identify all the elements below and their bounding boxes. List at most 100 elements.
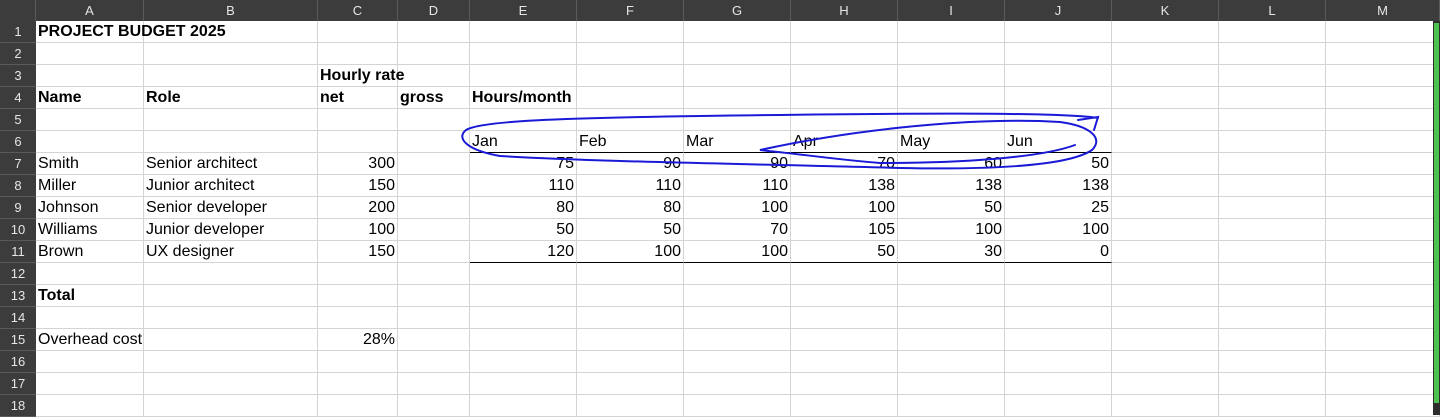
cell-k2[interactable]	[1112, 43, 1219, 65]
cell-h14[interactable]	[791, 307, 898, 329]
cell-e5[interactable]	[470, 109, 577, 131]
cell-e7[interactable]: 75	[470, 153, 577, 175]
cell-f8[interactable]: 110	[577, 175, 684, 197]
cell-j15[interactable]	[1005, 329, 1112, 351]
cell-b3[interactable]	[144, 65, 318, 87]
cell-a10[interactable]: Williams	[36, 219, 144, 241]
cell-m11[interactable]	[1326, 241, 1440, 263]
cell-c15[interactable]: 28%	[318, 329, 398, 351]
column-header-k[interactable]: K	[1112, 0, 1219, 21]
cell-c7[interactable]: 300	[318, 153, 398, 175]
cell-c17[interactable]	[318, 373, 398, 395]
cell-m18[interactable]	[1326, 395, 1440, 417]
column-header-i[interactable]: I	[898, 0, 1005, 21]
cell-l3[interactable]	[1219, 65, 1326, 87]
cell-a7[interactable]: Smith	[36, 153, 144, 175]
cell-g14[interactable]	[684, 307, 791, 329]
cell-h16[interactable]	[791, 351, 898, 373]
cell-a15[interactable]: Overhead cost	[36, 329, 144, 351]
cell-d17[interactable]	[398, 373, 470, 395]
cell-b11[interactable]: UX designer	[144, 241, 318, 263]
row-header-11[interactable]: 11	[0, 241, 36, 263]
column-header-e[interactable]: E	[470, 0, 577, 21]
cell-k17[interactable]	[1112, 373, 1219, 395]
cell-i1[interactable]	[898, 21, 1005, 43]
row-header-15[interactable]: 15	[0, 329, 36, 351]
cell-l16[interactable]	[1219, 351, 1326, 373]
cell-f2[interactable]	[577, 43, 684, 65]
cell-l12[interactable]	[1219, 263, 1326, 285]
cell-d13[interactable]	[398, 285, 470, 307]
cell-d3[interactable]	[398, 65, 470, 87]
cell-h8[interactable]: 138	[791, 175, 898, 197]
cell-i12[interactable]	[898, 263, 1005, 285]
cell-g18[interactable]	[684, 395, 791, 417]
cell-b8[interactable]: Junior architect	[144, 175, 318, 197]
cell-i4[interactable]	[898, 87, 1005, 109]
cell-d5[interactable]	[398, 109, 470, 131]
cell-m1[interactable]	[1326, 21, 1440, 43]
cell-c14[interactable]	[318, 307, 398, 329]
cell-f14[interactable]	[577, 307, 684, 329]
cell-j14[interactable]	[1005, 307, 1112, 329]
cell-h13[interactable]	[791, 285, 898, 307]
cell-b2[interactable]	[144, 43, 318, 65]
cell-h15[interactable]	[791, 329, 898, 351]
cell-f13[interactable]	[577, 285, 684, 307]
cell-f10[interactable]: 50	[577, 219, 684, 241]
cell-h2[interactable]	[791, 43, 898, 65]
cell-e2[interactable]	[470, 43, 577, 65]
cell-k9[interactable]	[1112, 197, 1219, 219]
cell-k12[interactable]	[1112, 263, 1219, 285]
cell-m9[interactable]	[1326, 197, 1440, 219]
cell-j8[interactable]: 138	[1005, 175, 1112, 197]
cell-j6[interactable]: Jun	[1005, 131, 1112, 153]
cell-b15[interactable]	[144, 329, 318, 351]
cell-h4[interactable]	[791, 87, 898, 109]
cell-i13[interactable]	[898, 285, 1005, 307]
cell-b13[interactable]	[144, 285, 318, 307]
cell-e8[interactable]: 110	[470, 175, 577, 197]
row-header-13[interactable]: 13	[0, 285, 36, 307]
cell-e1[interactable]	[470, 21, 577, 43]
cell-a16[interactable]	[36, 351, 144, 373]
cell-l10[interactable]	[1219, 219, 1326, 241]
cell-k1[interactable]	[1112, 21, 1219, 43]
row-header-12[interactable]: 12	[0, 263, 36, 285]
cell-d16[interactable]	[398, 351, 470, 373]
cell-d9[interactable]	[398, 197, 470, 219]
cell-l2[interactable]	[1219, 43, 1326, 65]
cell-d2[interactable]	[398, 43, 470, 65]
cell-m4[interactable]	[1326, 87, 1440, 109]
row-header-9[interactable]: 9	[0, 197, 36, 219]
column-header-g[interactable]: G	[684, 0, 791, 21]
cell-g3[interactable]	[684, 65, 791, 87]
cell-i15[interactable]	[898, 329, 1005, 351]
cell-e13[interactable]	[470, 285, 577, 307]
cell-e4[interactable]: Hours/month	[470, 87, 577, 109]
row-header-18[interactable]: 18	[0, 395, 36, 417]
column-header-b[interactable]: B	[144, 0, 318, 21]
cell-i6[interactable]: May	[898, 131, 1005, 153]
cell-e11[interactable]: 120	[470, 241, 577, 263]
cell-i14[interactable]	[898, 307, 1005, 329]
vertical-scrollbar[interactable]	[1433, 21, 1440, 415]
cell-b1[interactable]	[144, 21, 318, 43]
cell-l14[interactable]	[1219, 307, 1326, 329]
cell-j12[interactable]	[1005, 263, 1112, 285]
cell-f3[interactable]	[577, 65, 684, 87]
cell-g11[interactable]: 100	[684, 241, 791, 263]
cell-f4[interactable]	[577, 87, 684, 109]
cell-l13[interactable]	[1219, 285, 1326, 307]
cell-i18[interactable]	[898, 395, 1005, 417]
cell-a6[interactable]	[36, 131, 144, 153]
cell-c11[interactable]: 150	[318, 241, 398, 263]
cell-h17[interactable]	[791, 373, 898, 395]
cell-b6[interactable]	[144, 131, 318, 153]
cell-b10[interactable]: Junior developer	[144, 219, 318, 241]
cell-j17[interactable]	[1005, 373, 1112, 395]
cell-h5[interactable]	[791, 109, 898, 131]
cell-l9[interactable]	[1219, 197, 1326, 219]
cell-g1[interactable]	[684, 21, 791, 43]
cell-g8[interactable]: 110	[684, 175, 791, 197]
